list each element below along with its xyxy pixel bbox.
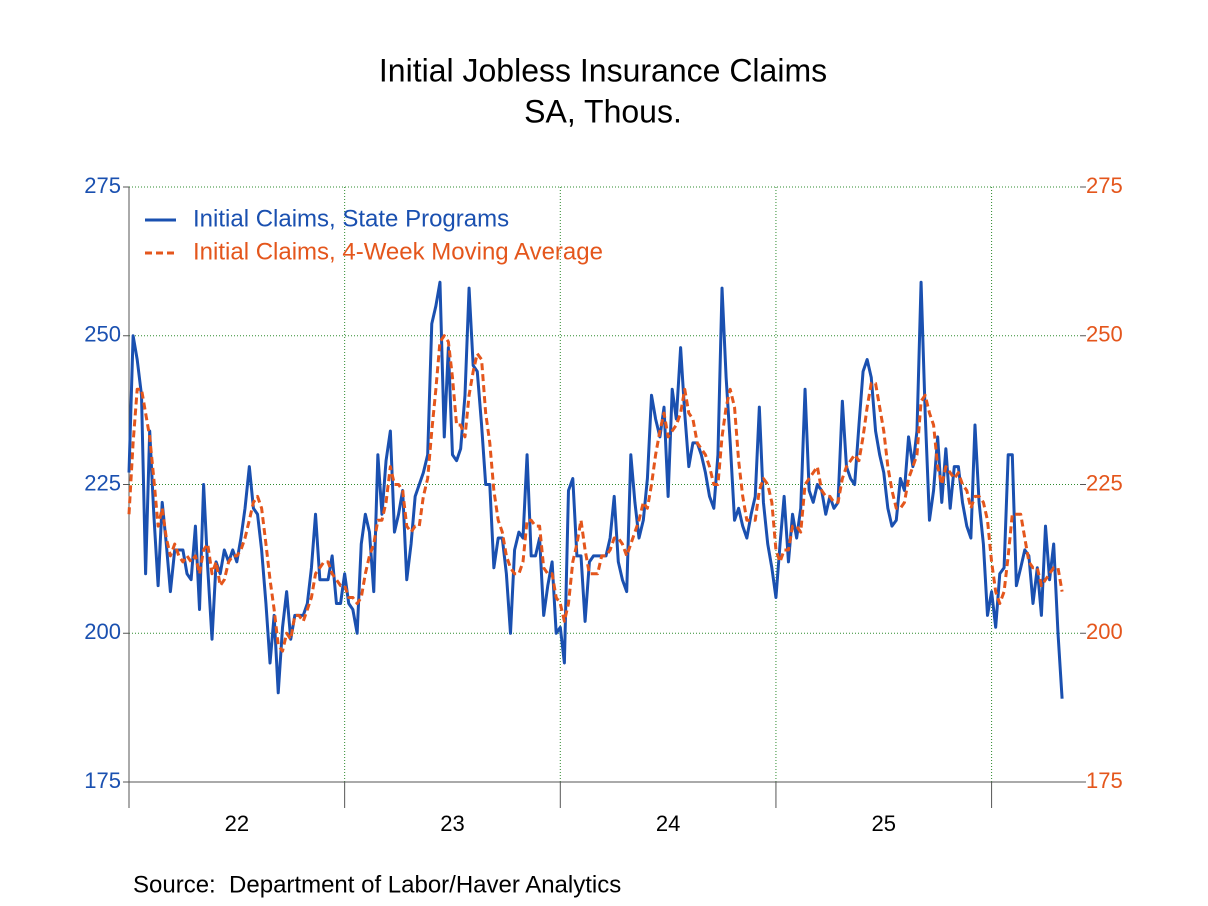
legend-label: Initial Claims, 4-Week Moving Average (193, 238, 603, 265)
series-line (127, 334, 1064, 653)
chart-title: Initial Jobless Insurance Claims (379, 52, 827, 88)
y-tick-label: 200 (84, 619, 121, 644)
y2-tick-label: 175 (1086, 768, 1123, 793)
x-tick-label: 23 (440, 811, 464, 836)
y2-tick-label: 250 (1086, 322, 1123, 347)
series-line (127, 280, 1064, 699)
y2-tick-label: 225 (1086, 470, 1123, 495)
y-tick-label: 175 (84, 768, 121, 793)
y-tick-label: 225 (84, 470, 121, 495)
y-tick-label: 275 (84, 173, 121, 198)
y-tick-label: 250 (84, 322, 121, 347)
chart-subtitle: SA, Thous. (524, 93, 682, 129)
source-note: Source: Department of Labor/Haver Analyt… (133, 871, 621, 898)
y2-tick-label: 275 (1086, 173, 1123, 198)
y2-tick-label: 200 (1086, 619, 1123, 644)
x-tick-label: 22 (225, 811, 249, 836)
legend-label: Initial Claims, State Programs (193, 205, 509, 232)
x-tick-label: 24 (656, 811, 680, 836)
x-tick-label: 25 (872, 811, 896, 836)
